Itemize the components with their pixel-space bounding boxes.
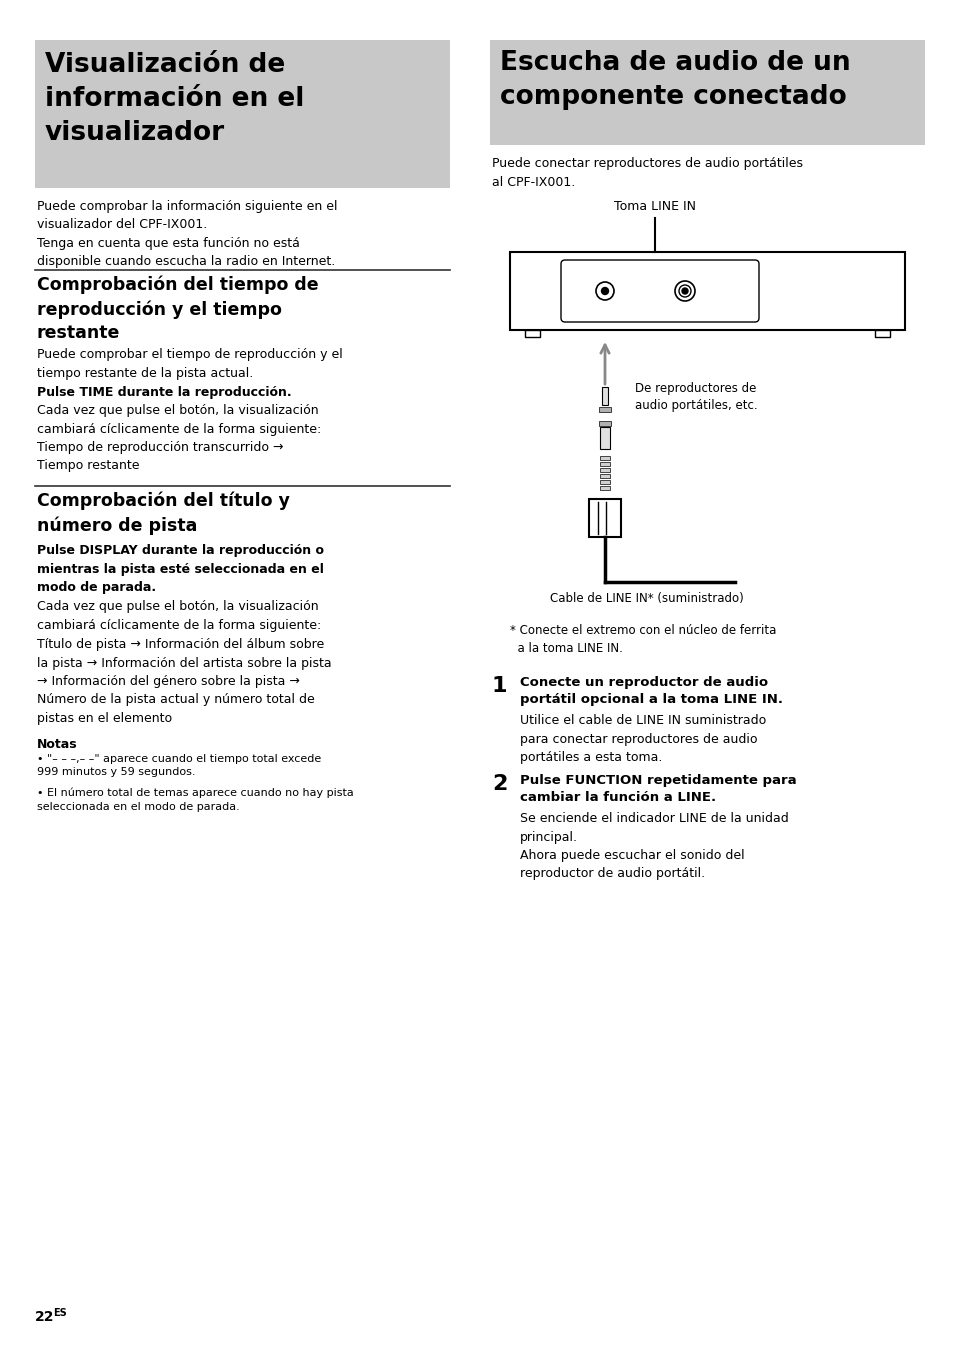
Text: Pulse TIME durante la reproducción.: Pulse TIME durante la reproducción. xyxy=(37,387,292,399)
Bar xyxy=(598,407,610,412)
Text: Cable de LINE IN* (suministrado): Cable de LINE IN* (suministrado) xyxy=(550,592,743,604)
Bar xyxy=(510,251,904,330)
Text: Se enciende el indicador LINE de la unidad
principal.
Ahora puede escuchar el so: Se enciende el indicador LINE de la unid… xyxy=(519,813,788,880)
Bar xyxy=(874,330,889,337)
Text: Pulse DISPLAY durante la reproducción o
mientras la pista esté seleccionada en e: Pulse DISPLAY durante la reproducción o … xyxy=(37,544,324,594)
Bar xyxy=(599,480,609,484)
Bar xyxy=(599,462,609,466)
Bar xyxy=(35,41,450,188)
Text: • "– – –,– –" aparece cuando el tiempo total excede
999 minutos y 59 segundos.: • "– – –,– –" aparece cuando el tiempo t… xyxy=(37,754,321,777)
Text: Escucha de audio de un
componente conectado: Escucha de audio de un componente conect… xyxy=(499,50,850,110)
Bar xyxy=(599,456,609,460)
Text: 22: 22 xyxy=(35,1310,54,1324)
Bar xyxy=(588,499,620,537)
Text: Cada vez que pulse el botón, la visualización
cambiará cíclicamente de la forma : Cada vez que pulse el botón, la visualiz… xyxy=(37,600,321,631)
Text: Utilice el cable de LINE IN suministrado
para conectar reproductores de audio
po: Utilice el cable de LINE IN suministrado… xyxy=(519,714,765,764)
Bar xyxy=(598,420,610,426)
Circle shape xyxy=(681,288,687,293)
Bar xyxy=(599,468,609,472)
Text: 2: 2 xyxy=(492,773,507,794)
Text: De reproductores de
audio portátiles, etc.: De reproductores de audio portátiles, et… xyxy=(635,383,757,412)
Text: Puede comprobar la información siguiente en el
visualizador del CPF-IX001.
Tenga: Puede comprobar la información siguiente… xyxy=(37,200,337,269)
Circle shape xyxy=(601,288,608,295)
Text: Conecte un reproductor de audio
portátil opcional a la toma LINE IN.: Conecte un reproductor de audio portátil… xyxy=(519,676,782,706)
Text: Comprobación del tiempo de
reproducción y el tiempo
restante: Comprobación del tiempo de reproducción … xyxy=(37,276,318,342)
FancyBboxPatch shape xyxy=(560,260,759,322)
Text: Título de pista → Información del álbum sobre
la pista → Información del artista: Título de pista → Información del álbum … xyxy=(37,638,332,725)
Text: Puede conectar reproductores de audio portátiles
al CPF-IX001.: Puede conectar reproductores de audio po… xyxy=(492,157,802,188)
Text: Comprobación del título y
número de pista: Comprobación del título y número de pist… xyxy=(37,492,290,534)
Text: Visualización de
información en el
visualizador: Visualización de información en el visua… xyxy=(45,51,304,146)
Text: • El número total de temas aparece cuando no hay pista
seleccionada en el modo d: • El número total de temas aparece cuand… xyxy=(37,788,354,811)
Text: Pulse FUNCTION repetidamente para
cambiar la función a LINE.: Pulse FUNCTION repetidamente para cambia… xyxy=(519,773,796,804)
Text: Puede comprobar el tiempo de reproducción y el
tiempo restante de la pista actua: Puede comprobar el tiempo de reproducció… xyxy=(37,347,342,380)
Bar xyxy=(524,330,539,337)
Text: 1: 1 xyxy=(492,676,507,696)
Text: Cada vez que pulse el botón, la visualización
cambiará cíclicamente de la forma : Cada vez que pulse el botón, la visualiz… xyxy=(37,404,321,472)
Text: ES: ES xyxy=(53,1307,67,1318)
Text: * Conecte el extremo con el núcleo de ferrita
  a la toma LINE IN.: * Conecte el extremo con el núcleo de fe… xyxy=(510,625,776,654)
Text: Toma LINE IN: Toma LINE IN xyxy=(614,200,696,214)
Bar xyxy=(490,41,924,145)
Bar xyxy=(601,387,607,406)
Bar xyxy=(599,475,609,479)
Text: Notas: Notas xyxy=(37,738,77,750)
Bar xyxy=(599,427,609,449)
Bar xyxy=(599,485,609,489)
